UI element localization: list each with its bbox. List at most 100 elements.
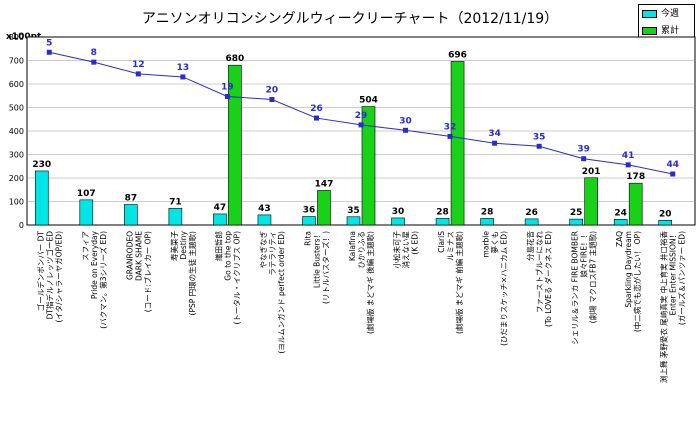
x-tick-label-line: ラテラリティ (268, 231, 277, 276)
bar-label-this-week: 43 (258, 204, 271, 214)
bar-this-week (302, 216, 316, 226)
bar-label-this-week: 47 (214, 203, 227, 213)
bar-label-this-week: 24 (614, 208, 627, 218)
y-tick-label: 700 (9, 57, 24, 66)
x-tick-label: marble夢くも(ひだまりスケッチ×ハニカム ED) (482, 231, 509, 346)
bar-this-week (346, 216, 361, 226)
rank-marker (313, 115, 319, 121)
y-tick-label: 0 (19, 221, 24, 230)
x-tick-label-line: Sparkling Daydream (624, 231, 633, 308)
rank-label: 29 (355, 111, 368, 121)
bar-label-total: 680 (226, 54, 245, 64)
x-tick-label-line: (中二病でも恋がしたい！ OP) (632, 231, 642, 332)
bar-label-this-week: 28 (481, 207, 494, 217)
bar-total (228, 64, 242, 226)
x-tick-label-line: 娘々FIRE！！ (579, 231, 589, 277)
x-tick-label-line: (トータル・イクリプス OP) (232, 231, 241, 325)
rank-label: 41 (622, 151, 635, 161)
x-tick-label-line: (劇場版 まどマギ 後編 主題歌) (365, 231, 375, 334)
rank-marker (492, 140, 498, 146)
bar-label-this-week: 87 (125, 194, 138, 204)
x-tick-label-line: Little Busters！ (312, 231, 321, 288)
y-tick-label: 300 (9, 151, 24, 160)
rank-marker (670, 171, 676, 177)
bar-label-this-week: 35 (347, 206, 360, 216)
x-tick-label-line: 織田哲郎 (213, 231, 223, 261)
x-tick-label-line: Destiny (179, 230, 188, 259)
bar-label-total: 178 (626, 172, 645, 182)
x-tick-label: Kalafinaひかりふる(劇場版 まどマギ 後編 主題歌) (348, 231, 375, 334)
bar-label-this-week: 36 (303, 206, 316, 216)
bar-this-week (435, 218, 450, 226)
bar-this-week (34, 170, 49, 226)
bar-label-this-week: 25 (570, 208, 583, 218)
x-tick-label-line: ZAQ (615, 231, 624, 247)
rank-label: 12 (132, 60, 145, 70)
bar-this-week (391, 217, 405, 226)
y-unit-label: x100pt (6, 32, 42, 42)
y-tick-label: 500 (9, 104, 24, 113)
x-tick-label: スフィアPride on Everyday(バクマン。第3シリーズ ED) (81, 230, 108, 328)
x-tick-label-line: ゴールデンボンバー DT (35, 231, 45, 312)
x-tick-label: やなぎなぎラテラリティ(ヨルムンガンド perfect order ED) (258, 231, 286, 354)
x-tick-label-line: 寿美菜子 (169, 231, 179, 261)
x-tick-label-line: (劇場 マクロスFB7 主題歌) (588, 231, 598, 323)
rank-label: 34 (488, 129, 501, 139)
x-tick-label: RitaLittle Busters！(リトルバスターズ！) (303, 231, 330, 304)
x-tick-label-line: ClariS (437, 231, 446, 253)
bar-label-total: 696 (448, 50, 467, 60)
x-tick-label-line: (イタ/シャラーヤガOP/ED) (53, 231, 63, 323)
rank-label: 30 (399, 116, 412, 126)
y-tick-label: 100 (9, 198, 24, 207)
x-tick-label-line: ファーストブルーになれ (534, 231, 544, 314)
bar-label-this-week: 26 (525, 208, 538, 218)
bar-this-week (168, 208, 183, 226)
x-tick-label-line: Pride on Everyday (90, 230, 99, 299)
x-tick-label-line: (K ED) (411, 231, 420, 255)
rank-marker (536, 143, 542, 149)
rank-marker (581, 156, 587, 162)
x-tick-label-line: DARK SHAME (134, 231, 143, 281)
x-tick-label-line: Enter Enter MISSION！ (669, 231, 678, 315)
bar-this-week (257, 214, 272, 226)
x-tick-label: GRANRODEODARK SHAME(コード:ブレイカー OP) (125, 231, 152, 312)
bar-label-this-week: 28 (436, 207, 449, 217)
x-tick-label-line: 分島花音 (525, 231, 535, 261)
x-tick-label-line: 夢くも (490, 231, 500, 254)
rank-marker (135, 71, 141, 77)
bar-label-total: 504 (359, 96, 378, 106)
x-tick-label-line: やなぎなぎ (258, 231, 268, 269)
rank-marker (180, 74, 186, 80)
x-tick-label-line: ひかりふる (357, 231, 366, 269)
rank-label: 26 (310, 104, 323, 114)
bar-this-week (124, 204, 138, 226)
x-tick-label: 織田哲郎Go to the top(トータル・イクリプス OP) (213, 231, 241, 325)
x-tick-label-line: Go to the top (223, 231, 232, 281)
x-tick-label-line: (劇場版 まどマギ 前編 主題歌) (454, 231, 464, 334)
x-tick-label: ゴールデンボンバー DTDT指デルノレッツゴーED(イタ/シャラーヤガOP/ED… (35, 231, 63, 323)
rank-marker (46, 49, 52, 55)
rank-marker (403, 127, 409, 133)
y-tick-label: 600 (9, 80, 24, 89)
x-tick-label-line: (To LOVEる ダークネス ED) (543, 231, 553, 327)
x-tick-label: シェリル＆ランカ FIRE BOMBER娘々FIRE！！(劇場 マクロスFB7 … (571, 231, 598, 345)
x-tick-label-line: (PSP 円環の生徒 主題歌) (187, 231, 197, 315)
rank-label: 13 (177, 63, 190, 73)
rank-marker (91, 59, 97, 65)
bar-this-week (480, 218, 494, 226)
rank-label: 20 (266, 86, 279, 96)
chart-title: アニソンオリコンシングルウィークリーチャート（2012/11/19） (141, 11, 559, 27)
bar-this-week (524, 218, 539, 226)
x-tick-label-line: 渕上舞 茅野愛衣 尾崎真実 中上育実 井口裕香 (659, 231, 669, 384)
x-tick-label: 小松未可子消えない星(K ED) (392, 231, 420, 269)
x-tick-label-line: Kalafina (348, 231, 357, 261)
bar-this-week (569, 218, 583, 226)
rank-marker (625, 162, 631, 168)
rank-label: 44 (666, 160, 679, 170)
rank-label: 32 (444, 122, 457, 132)
bar-label-total: 201 (582, 167, 601, 177)
bar-label-total: 147 (315, 179, 334, 189)
rank-label: 39 (577, 145, 590, 155)
y-tick-label: 400 (9, 127, 24, 136)
x-tick-label-line: DT指デルノレッツゴーED (44, 231, 54, 320)
